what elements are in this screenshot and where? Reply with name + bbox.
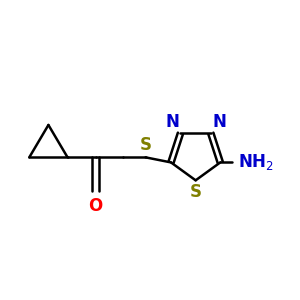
Text: NH$_2$: NH$_2$ xyxy=(238,152,274,172)
Text: S: S xyxy=(140,136,152,154)
Text: N: N xyxy=(165,112,179,130)
Text: O: O xyxy=(88,196,103,214)
Text: S: S xyxy=(190,183,202,201)
Text: N: N xyxy=(212,112,226,130)
